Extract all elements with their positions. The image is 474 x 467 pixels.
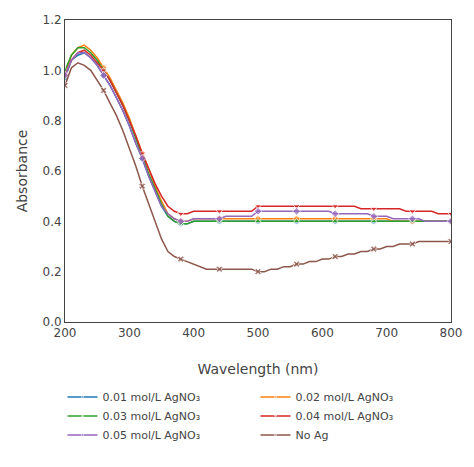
svg-text:800: 800: [440, 326, 463, 340]
svg-text:0.8: 0.8: [43, 114, 62, 128]
svg-text:500: 500: [247, 326, 270, 340]
svg-text:0.04 mol/L AgNO₃: 0.04 mol/L AgNO₃: [296, 410, 394, 423]
svg-text:300: 300: [118, 326, 141, 340]
svg-text:Wavelength (nm): Wavelength (nm): [198, 361, 319, 377]
svg-text:0.2: 0.2: [43, 265, 62, 279]
svg-text:700: 700: [375, 326, 398, 340]
svg-text:0.03 mol/L AgNO₃: 0.03 mol/L AgNO₃: [103, 410, 201, 423]
svg-text:1.0: 1.0: [43, 64, 62, 78]
svg-text:0.01 mol/L AgNO₃: 0.01 mol/L AgNO₃: [103, 391, 201, 404]
svg-text:Absorbance: Absorbance: [14, 130, 30, 213]
svg-text:400: 400: [182, 326, 205, 340]
svg-text:0.0: 0.0: [43, 315, 62, 329]
svg-text:0.02 mol/L AgNO₃: 0.02 mol/L AgNO₃: [296, 391, 394, 404]
svg-text:600: 600: [311, 326, 334, 340]
svg-text:200: 200: [54, 326, 77, 340]
svg-text:0.6: 0.6: [43, 164, 62, 178]
svg-text:1.2: 1.2: [43, 13, 62, 27]
svg-text:No Ag: No Ag: [296, 429, 329, 442]
svg-text:0.05 mol/L AgNO₃: 0.05 mol/L AgNO₃: [103, 429, 201, 442]
svg-text:0.4: 0.4: [43, 215, 62, 229]
